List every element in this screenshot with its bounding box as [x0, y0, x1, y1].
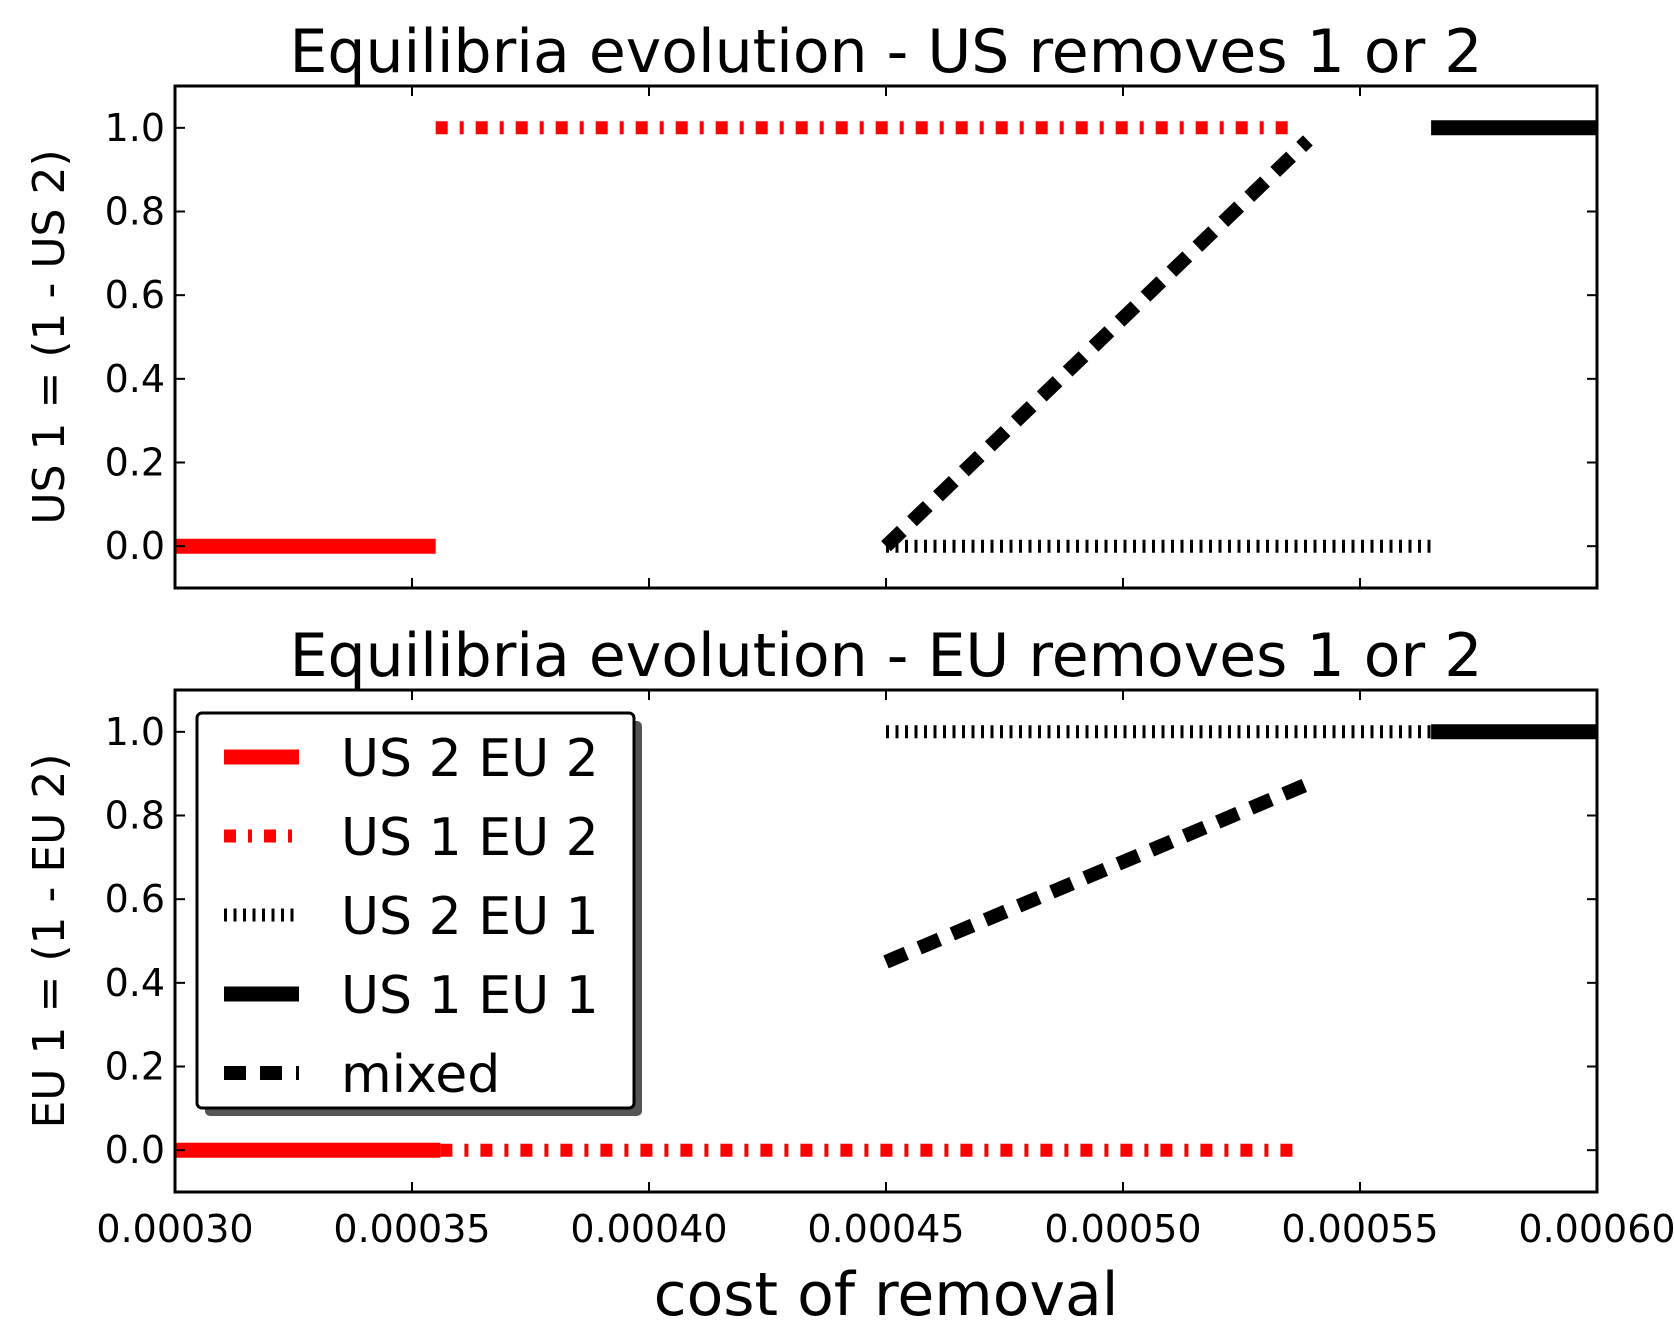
chart-eu-removes: 0.00030 0.00035 0.00040 0.00045 0.00050 0.000…: [24, 621, 1674, 1326]
series-line-mixed: [883, 775, 1316, 969]
x-tick-label: 0.00040: [570, 1207, 727, 1251]
x-axis-label: cost of removal: [654, 1260, 1119, 1326]
legend-label: mixed: [341, 1045, 500, 1105]
y-tick-label: 0.6: [105, 877, 165, 921]
legend-label: US 2 EU 1: [341, 887, 599, 947]
legend: US 2 EU 2 US 1 EU 2 US 2 EU 1 US 1 EU 1 mixe…: [195, 711, 642, 1116]
y-tick-label: 1.0: [105, 710, 165, 754]
y-tick-label: 0.8: [105, 794, 165, 838]
chart-title: Equilibria evolution - EU removes 1 or 2: [290, 621, 1483, 691]
y-axis-label: US 1 = (1 - US 2): [24, 149, 75, 524]
x-tick-label: 0.00035: [333, 1207, 490, 1251]
series-line-mixed: [881, 135, 1313, 552]
chart-title: Equilibria evolution - US removes 1 or 2: [290, 17, 1483, 87]
y-tick-label: 0.0: [105, 1128, 165, 1172]
y-axis-label: EU 1 = (1 - EU 2): [24, 754, 75, 1129]
plot-area: [175, 86, 1597, 588]
plot-frame: [173, 688, 1599, 1194]
legend-label: US 1 EU 2: [341, 808, 599, 868]
series-group: [175, 120, 1597, 554]
x-tick-label: 0.00030: [96, 1207, 253, 1251]
legend-label: US 2 EU 2: [341, 729, 599, 789]
x-tick-label: 0.00045: [807, 1207, 964, 1251]
x-tick-label: 0.00060: [1518, 1207, 1674, 1251]
y-tick-label: 0.4: [105, 961, 165, 1005]
y-tick-label: 0.2: [105, 1045, 165, 1089]
y-tick-label: 0.6: [105, 273, 165, 317]
y-tick-label: 0.2: [105, 441, 165, 485]
series-group: [175, 724, 1597, 1158]
plot-frame: [173, 84, 1599, 590]
legend-box: [195, 711, 636, 1110]
y-tick-label: 0.8: [105, 190, 165, 234]
x-tick-label: 0.00055: [1281, 1207, 1438, 1251]
chart-us-removes: 0.0 0.2 0.4 0.6 0.8 1.0 Equilibria evolution -…: [24, 17, 1599, 590]
legend-label: US 1 EU 1: [341, 966, 599, 1026]
y-tick-label: 0.0: [105, 524, 165, 568]
x-tick-label: 0.00050: [1044, 1207, 1201, 1251]
y-tick-label: 1.0: [105, 106, 165, 150]
y-tick-label: 0.4: [105, 357, 165, 401]
